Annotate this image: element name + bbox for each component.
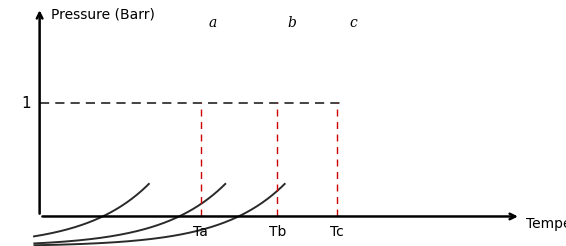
Text: a: a [208,15,216,30]
Text: b: b [287,15,296,30]
Text: Pressure (Barr): Pressure (Barr) [51,7,155,21]
Text: Temperature (K): Temperature (K) [526,217,566,231]
Text: c: c [350,15,358,30]
Text: Ta: Ta [194,225,208,239]
Text: Tb: Tb [269,225,286,239]
Text: Tc: Tc [330,225,344,239]
Text: 1: 1 [22,96,31,111]
